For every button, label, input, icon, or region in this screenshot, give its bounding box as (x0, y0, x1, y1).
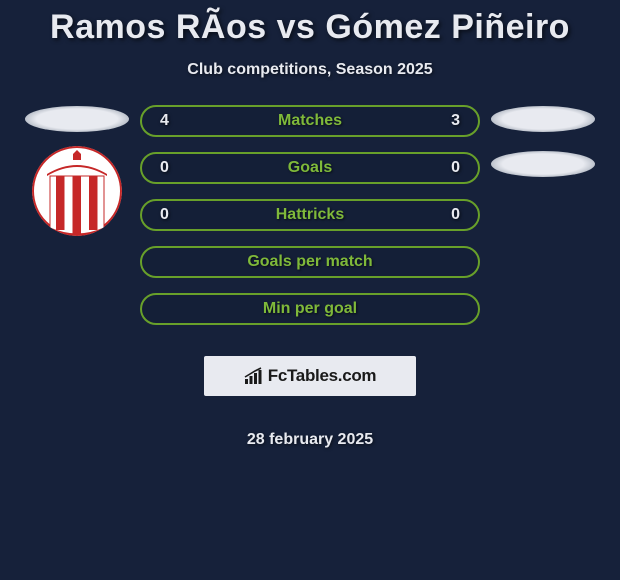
chart-icon (244, 367, 264, 385)
stat-left-value: 4 (160, 112, 180, 130)
subtitle: Club competitions, Season 2025 (187, 61, 432, 79)
main-content: 4 Matches 3 0 Goals 0 0 Hattricks 0 Goal… (0, 105, 620, 449)
club-badge-icon (32, 146, 122, 236)
player2-avatar-placeholder (491, 106, 595, 132)
watermark-text: FcTables.com (268, 366, 377, 386)
right-side (480, 105, 600, 195)
stat-row-goals: 0 Goals 0 (140, 152, 480, 184)
stat-label: Hattricks (180, 206, 440, 224)
player2-club-placeholder (491, 151, 595, 177)
stats-column: 4 Matches 3 0 Goals 0 0 Hattricks 0 Goal… (140, 105, 480, 449)
stat-row-hattricks: 0 Hattricks 0 (140, 199, 480, 231)
date-label: 28 february 2025 (247, 431, 373, 449)
stat-right-value: 0 (440, 206, 460, 224)
player1-club-badge (32, 146, 122, 236)
left-side (20, 105, 140, 236)
stat-row-min-per-goal: Min per goal (140, 293, 480, 325)
stat-right-value: 0 (440, 159, 460, 177)
page-title: Ramos RÃos vs Gómez Piñeiro (50, 8, 570, 47)
stat-row-matches: 4 Matches 3 (140, 105, 480, 137)
comparison-card: Ramos RÃos vs Gómez Piñeiro Club competi… (0, 0, 620, 449)
stat-left-value: 0 (160, 159, 180, 177)
player1-name: Ramos RÃos (50, 8, 267, 46)
stat-left-value: 0 (160, 206, 180, 224)
stat-row-goals-per-match: Goals per match (140, 246, 480, 278)
player1-avatar-placeholder (25, 106, 129, 132)
stat-label: Matches (180, 112, 440, 130)
stat-label: Goals per match (180, 253, 440, 271)
player2-name: Gómez Piñeiro (325, 8, 570, 46)
watermark[interactable]: FcTables.com (204, 356, 416, 396)
stat-label: Min per goal (180, 300, 440, 318)
stat-right-value: 3 (440, 112, 460, 130)
stat-label: Goals (180, 159, 440, 177)
vs-label: vs (277, 8, 316, 46)
